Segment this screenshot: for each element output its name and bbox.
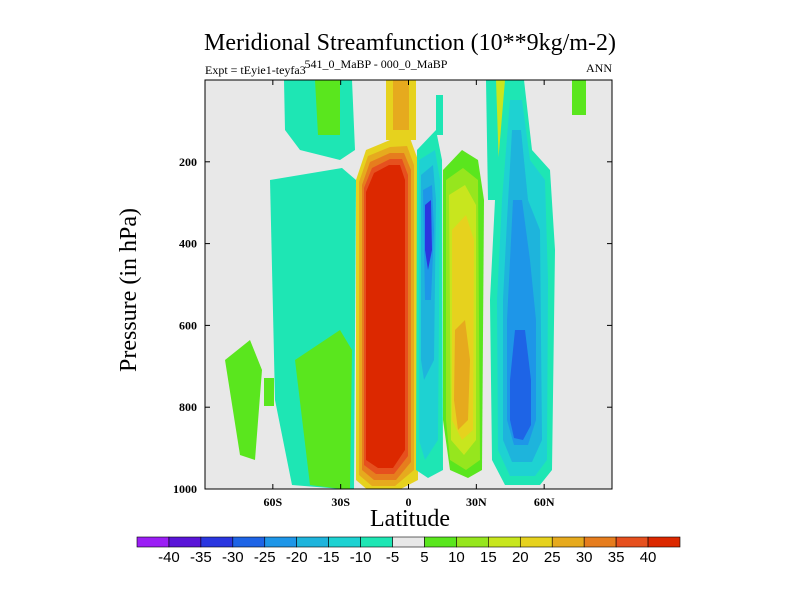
colorbar-swatch [615, 536, 649, 548]
x-tick-label: 0 [406, 495, 412, 509]
contour-band [436, 95, 443, 135]
contour-band [393, 80, 409, 130]
y-tick-label: 400 [179, 237, 197, 251]
colorbar: -40 -35 -30 -25 -20 -15 -10 -5 5 10 15 20 25 30 35 40 [136, 536, 681, 566]
contour-band [486, 80, 500, 200]
chart-subtitle-right: ANN [586, 61, 612, 75]
colorbar-swatch [551, 536, 585, 548]
contour-field [225, 80, 586, 489]
contour-band [510, 330, 531, 440]
x-tick-label: 30N [466, 495, 487, 509]
y-tick-label: 600 [179, 318, 197, 332]
contour-band [425, 200, 432, 270]
contour-band [572, 80, 586, 115]
colorbar-swatch [647, 536, 681, 548]
colorbar-swatch [392, 536, 425, 548]
x-tick-label: 30S [331, 495, 350, 509]
x-axis-label: Latitude [370, 506, 450, 532]
colorbar-label: 30 [576, 549, 593, 566]
colorbar-swatch [296, 536, 329, 548]
contour-band [225, 340, 262, 460]
colorbar-swatch [264, 536, 298, 548]
colorbar-label: -15 [318, 549, 340, 566]
colorbar-label: -20 [286, 549, 308, 566]
contour-band [454, 320, 470, 430]
axis-ticks: 60S 30S 0 30N 60N 200 400 600 800 1000 [173, 80, 612, 509]
colorbar-label: -40 [158, 549, 180, 566]
colorbar-label: 40 [640, 549, 657, 566]
colorbar-label: -25 [254, 549, 276, 566]
colorbar-label: 20 [512, 549, 529, 566]
colorbar-swatch [424, 536, 457, 548]
colorbar-swatch [168, 536, 202, 548]
colorbar-label: -5 [386, 549, 399, 566]
colorbar-label: 35 [608, 549, 625, 566]
colorbar-label: 25 [544, 549, 561, 566]
colorbar-swatch [328, 536, 361, 548]
colorbar-swatch [232, 536, 266, 548]
colorbar-swatch [583, 536, 617, 548]
colorbar-swatch [456, 536, 489, 548]
y-tick-label: 200 [179, 155, 197, 169]
colorbar-label: -30 [222, 549, 244, 566]
contour-band [315, 80, 340, 135]
colorbar-label: -35 [190, 549, 212, 566]
colorbar-swatch [136, 536, 170, 548]
colorbar-label: 15 [480, 549, 497, 566]
contour-band [366, 165, 405, 468]
contour-band [295, 330, 352, 489]
colorbar-swatch [360, 536, 393, 548]
colorbar-swatch [200, 536, 234, 548]
chart-subtitle-left: Expt = tEyie1-teyfa3 [205, 63, 306, 77]
colorbar-swatch [519, 536, 553, 548]
colorbar-label: -10 [350, 549, 372, 566]
x-tick-label: 60N [534, 495, 555, 509]
colorbar-swatch [488, 536, 521, 548]
y-tick-label: 1000 [173, 482, 197, 496]
x-tick-label: 60S [263, 495, 282, 509]
colorbar-label: 5 [420, 549, 428, 566]
chart-title: Meridional Streamfunction (10**9kg/m-2) [204, 30, 616, 56]
y-tick-label: 800 [179, 400, 197, 414]
y-axis-label: Pressure (in hPa) [116, 208, 142, 372]
colorbar-label: 10 [448, 549, 465, 566]
chart-subtitle-center: 541_0_MaBP - 000_0_MaBP [305, 57, 448, 71]
contour-band [264, 378, 274, 406]
